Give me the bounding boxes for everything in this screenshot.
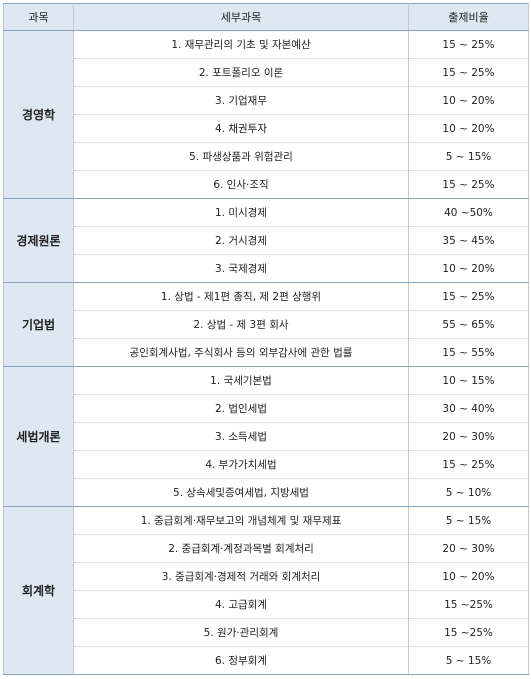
table-row: 4. 부가가치세법 15 ~ 25% xyxy=(4,450,529,479)
table-row: 공인회계사법, 주식회사 등의 외부감사에 관한 법률 15 ~ 55% xyxy=(4,338,529,367)
ratio-cell: 10 ~ 15% xyxy=(408,366,529,395)
subject-cell: 경영학 xyxy=(3,30,74,199)
detail-cell: 5. 원가·관리회계 xyxy=(73,618,409,647)
ratio-cell: 10 ~ 20% xyxy=(408,114,529,143)
header-subject: 과목 xyxy=(3,3,74,31)
table-row: 2. 거시경제 35 ~ 45% xyxy=(4,226,529,255)
table-body: 경영학 1. 재무관리의 기초 및 자본예산 15 ~ 25% 2. 포트폴리오 이론… xyxy=(3,30,529,675)
detail-cell: 6. 인사·조직 xyxy=(73,170,409,199)
detail-cell: 4. 고급회계 xyxy=(73,590,409,619)
ratio-cell: 15 ~ 25% xyxy=(408,282,529,311)
table-row: 3. 기업재무 10 ~ 20% xyxy=(4,86,529,115)
table-row: 경제원론 1. 미시경제 40 ~50% xyxy=(3,198,529,283)
ratio-cell: 5 ~ 15% xyxy=(408,506,529,535)
subject-cell: 세법개론 xyxy=(3,366,74,507)
ratio-cell: 15 ~ 25% xyxy=(408,58,529,87)
ratio-cell: 10 ~ 20% xyxy=(408,254,529,283)
detail-cell: 2. 상법 - 제 3편 회사 xyxy=(73,310,409,339)
detail-cell: 2. 포트폴리오 이론 xyxy=(73,58,409,87)
table-row: 회계학 1. 중급회계·재무보고의 개념체계 및 재무제표 5 ~ 15% xyxy=(3,506,529,675)
table-row: 3. 국제경제 10 ~ 20% xyxy=(4,254,529,283)
detail-cell: 공인회계사법, 주식회사 등의 외부감사에 관한 법률 xyxy=(73,338,409,367)
table-row: 2. 법인세법 30 ~ 40% xyxy=(4,394,529,423)
header-detail: 세부과목 xyxy=(73,3,409,31)
detail-cell: 1. 상법 - 제1편 총칙, 제 2편 상행위 xyxy=(73,282,409,311)
ratio-cell: 35 ~ 45% xyxy=(408,226,529,255)
table-row: 6. 정부회계 5 ~ 15% xyxy=(4,646,529,675)
table-row: 5. 상속세및증여세법, 지방세법 5 ~ 10% xyxy=(4,478,529,507)
detail-cell: 5. 상속세및증여세법, 지방세법 xyxy=(73,478,409,507)
ratio-cell: 5 ~ 15% xyxy=(408,646,529,675)
exam-ratio-table: 과목 세부과목 출제비율 경영학 1. 재무관리의 기초 및 자본예산 15 ~ 2… xyxy=(3,3,529,675)
detail-cell: 2. 법인세법 xyxy=(73,394,409,423)
table-row: 3. 소득세법 20 ~ 30% xyxy=(4,422,529,451)
ratio-cell: 15 ~25% xyxy=(408,618,529,647)
table-row: 5. 원가·관리회계 15 ~25% xyxy=(4,618,529,647)
ratio-cell: 15 ~ 25% xyxy=(408,170,529,199)
subject-cell: 회계학 xyxy=(3,506,74,675)
ratio-cell: 40 ~50% xyxy=(408,198,529,227)
ratio-cell: 15 ~ 55% xyxy=(408,338,529,367)
detail-cell: 1. 미시경제 xyxy=(73,198,409,227)
table-row: 세법개론 1. 국세기본법 10 ~ 15% xyxy=(3,366,529,507)
detail-cell: 1. 중급회계·재무보고의 개념체계 및 재무제표 xyxy=(73,506,409,535)
ratio-cell: 30 ~ 40% xyxy=(408,394,529,423)
ratio-cell: 15 ~25% xyxy=(408,590,529,619)
detail-cell: 3. 기업재무 xyxy=(73,86,409,115)
subject-cell: 기업법 xyxy=(3,282,74,367)
table-row: 2. 포트폴리오 이론 15 ~ 25% xyxy=(4,58,529,87)
table-row: 4. 채권투자 10 ~ 20% xyxy=(4,114,529,143)
ratio-cell: 5 ~ 10% xyxy=(408,478,529,507)
ratio-cell: 15 ~ 25% xyxy=(408,30,529,59)
ratio-cell: 5 ~ 15% xyxy=(408,142,529,171)
table-row: 기업법 1. 상법 - 제1편 총칙, 제 2편 상행위 15 ~ 25% xyxy=(3,282,529,367)
header-ratio: 출제비율 xyxy=(408,3,529,31)
detail-cell: 2. 중급회계·계정과목별 회계처리 xyxy=(73,534,409,563)
header-row: 과목 세부과목 출제비율 xyxy=(3,3,529,31)
detail-cell: 1. 국세기본법 xyxy=(73,366,409,395)
table-row: 5. 파생상품과 위험관리 5 ~ 15% xyxy=(4,142,529,171)
detail-cell: 5. 파생상품과 위험관리 xyxy=(73,142,409,171)
ratio-cell: 10 ~ 20% xyxy=(408,562,529,591)
table-row: 경영학 1. 재무관리의 기초 및 자본예산 15 ~ 25% xyxy=(3,30,529,199)
table-row: 3. 중급회계·경제적 거래와 회계처리 10 ~ 20% xyxy=(4,562,529,591)
ratio-cell: 20 ~ 30% xyxy=(408,534,529,563)
detail-cell: 4. 부가가치세법 xyxy=(73,450,409,479)
detail-cell: 4. 채권투자 xyxy=(73,114,409,143)
table-row: 2. 상법 - 제 3편 회사 55 ~ 65% xyxy=(4,310,529,339)
table-row: 6. 인사·조직 15 ~ 25% xyxy=(4,170,529,199)
ratio-cell: 20 ~ 30% xyxy=(408,422,529,451)
ratio-cell: 15 ~ 25% xyxy=(408,450,529,479)
ratio-cell: 55 ~ 65% xyxy=(408,310,529,339)
detail-cell: 3. 중급회계·경제적 거래와 회계처리 xyxy=(73,562,409,591)
detail-cell: 1. 재무관리의 기초 및 자본예산 xyxy=(73,30,409,59)
detail-cell: 6. 정부회계 xyxy=(73,646,409,675)
table-row: 2. 중급회계·계정과목별 회계처리 20 ~ 30% xyxy=(4,534,529,563)
table-row: 4. 고급회계 15 ~25% xyxy=(4,590,529,619)
subject-cell: 경제원론 xyxy=(3,198,74,283)
ratio-cell: 10 ~ 20% xyxy=(408,86,529,115)
detail-cell: 3. 국제경제 xyxy=(73,254,409,283)
detail-cell: 3. 소득세법 xyxy=(73,422,409,451)
detail-cell: 2. 거시경제 xyxy=(73,226,409,255)
